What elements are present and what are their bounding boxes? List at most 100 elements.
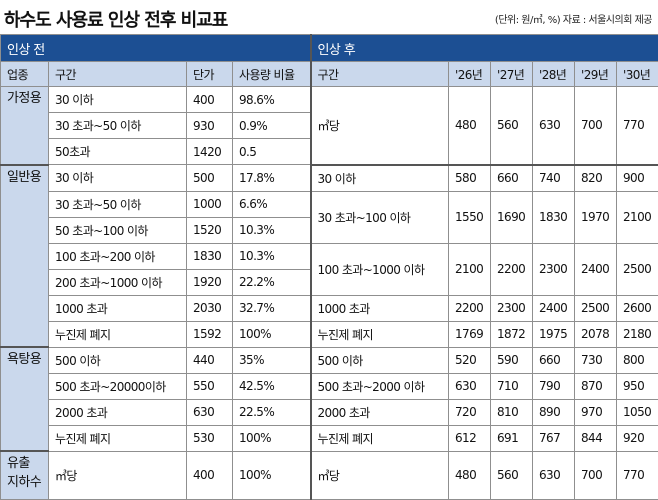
range-cell: 100 초과~200 이하 [49,243,187,269]
sector-household: 가정용 [1,87,49,165]
range-cell: 500 이하 [49,347,187,373]
value-2026: 480 [449,451,491,499]
unit-source-note: (단위: 원/㎥, %) 자료 : 서울시의회 제공 [495,11,652,26]
value-2029: 970 [575,399,617,425]
value-2028: 790 [533,373,575,399]
after-range-cell: 500 이하 [311,347,449,373]
price-cell: 550 [187,373,233,399]
ratio-cell: 10.3% [233,217,311,243]
range-cell: 2000 초과 [49,399,187,425]
value-2027: 810 [491,399,533,425]
range-cell: 50 초과~100 이하 [49,217,187,243]
value-2030: 920 [617,425,658,451]
value-2027: 691 [491,425,533,451]
header-row-columns: 업종 구간 단가 사용량 비율 구간 '26년 '27년 '28년 '29년 '… [1,62,658,87]
col-sector: 업종 [1,62,49,87]
value-2027: 1872 [491,321,533,347]
sector-general: 일반용 [1,165,49,348]
sector-groundwater-line2: 지하수 [7,475,41,490]
ratio-cell: 22.2% [233,269,311,295]
ratio-cell: 0.5 [233,139,311,165]
value-2028: 1830 [533,191,575,243]
col-ratio: 사용량 비율 [233,62,311,87]
value-2029: 1970 [575,191,617,243]
value-2026: 1769 [449,321,491,347]
price-cell: 530 [187,425,233,451]
value-2028: 740 [533,165,575,192]
value-2030: 770 [617,87,658,165]
sector-bath: 욕탕용 [1,347,49,451]
range-cell: 30 이하 [49,165,187,192]
value-2029: 700 [575,451,617,499]
sewage-fee-table: 인상 전 인상 후 업종 구간 단가 사용량 비율 구간 '26년 '27년 '… [0,34,658,500]
value-2026: 2100 [449,243,491,295]
range-cell: ㎥당 [49,451,187,499]
after-range-cell: 500 초과~2000 이하 [311,373,449,399]
ratio-cell: 6.6% [233,191,311,217]
value-2026: 720 [449,399,491,425]
price-cell: 1592 [187,321,233,347]
header-row-main: 인상 전 인상 후 [1,35,658,62]
ratio-cell: 10.3% [233,243,311,269]
price-cell: 1920 [187,269,233,295]
value-2028: 630 [533,87,575,165]
ratio-cell: 100% [233,321,311,347]
ratio-cell: 32.7% [233,295,311,321]
ratio-cell: 22.5% [233,399,311,425]
price-cell: 2030 [187,295,233,321]
value-2026: 1550 [449,191,491,243]
value-2030: 950 [617,373,658,399]
after-range-cell: 30 이하 [311,165,449,192]
range-cell: 30 초과~50 이하 [49,191,187,217]
table-row: 욕탕용 500 이하 440 35% 500 이하 520 590 660 73… [1,347,658,373]
range-cell: 30 초과~50 이하 [49,113,187,139]
value-2030: 800 [617,347,658,373]
value-2030: 2500 [617,243,658,295]
col-2027: '27년 [491,62,533,87]
sector-groundwater-line1: 유출 [7,456,30,471]
table-row: 1000 초과 2030 32.7% 1000 초과 2200 2300 240… [1,295,658,321]
value-2029: 870 [575,373,617,399]
value-2028: 767 [533,425,575,451]
ratio-cell: 98.6% [233,87,311,113]
col-2028: '28년 [533,62,575,87]
after-header: 인상 후 [311,35,658,62]
price-cell: 1000 [187,191,233,217]
range-cell: 500 초과~20000이하 [49,373,187,399]
table-row: 2000 초과 630 22.5% 2000 초과 720 810 890 97… [1,399,658,425]
after-range-cell: 누진제 폐지 [311,425,449,451]
value-2029: 844 [575,425,617,451]
value-2027: 2300 [491,295,533,321]
value-2030: 900 [617,165,658,192]
col-2029: '29년 [575,62,617,87]
ratio-cell: 100% [233,451,311,499]
value-2029: 820 [575,165,617,192]
col-range-before: 구간 [49,62,187,87]
value-2026: 612 [449,425,491,451]
value-2027: 560 [491,451,533,499]
ratio-cell: 17.8% [233,165,311,192]
after-range-cell: 1000 초과 [311,295,449,321]
value-2027: 2200 [491,243,533,295]
value-2029: 730 [575,347,617,373]
value-2027: 560 [491,87,533,165]
value-2026: 480 [449,87,491,165]
table-row: 누진제 폐지 1592 100% 누진제 폐지 1769 1872 1975 2… [1,321,658,347]
before-header: 인상 전 [1,35,311,62]
range-cell: 200 초과~1000 이하 [49,269,187,295]
value-2030: 770 [617,451,658,499]
table-row: 500 초과~20000이하 550 42.5% 500 초과~2000 이하 … [1,373,658,399]
after-range-cell: 2000 초과 [311,399,449,425]
ratio-cell: 42.5% [233,373,311,399]
value-2026: 580 [449,165,491,192]
value-2027: 1690 [491,191,533,243]
value-2029: 700 [575,87,617,165]
value-2028: 2300 [533,243,575,295]
after-range-cell: 누진제 폐지 [311,321,449,347]
value-2026: 2200 [449,295,491,321]
value-2030: 2180 [617,321,658,347]
after-range-cell: 100 초과~1000 이하 [311,243,449,295]
value-2029: 2078 [575,321,617,347]
ratio-cell: 0.9% [233,113,311,139]
price-cell: 1520 [187,217,233,243]
